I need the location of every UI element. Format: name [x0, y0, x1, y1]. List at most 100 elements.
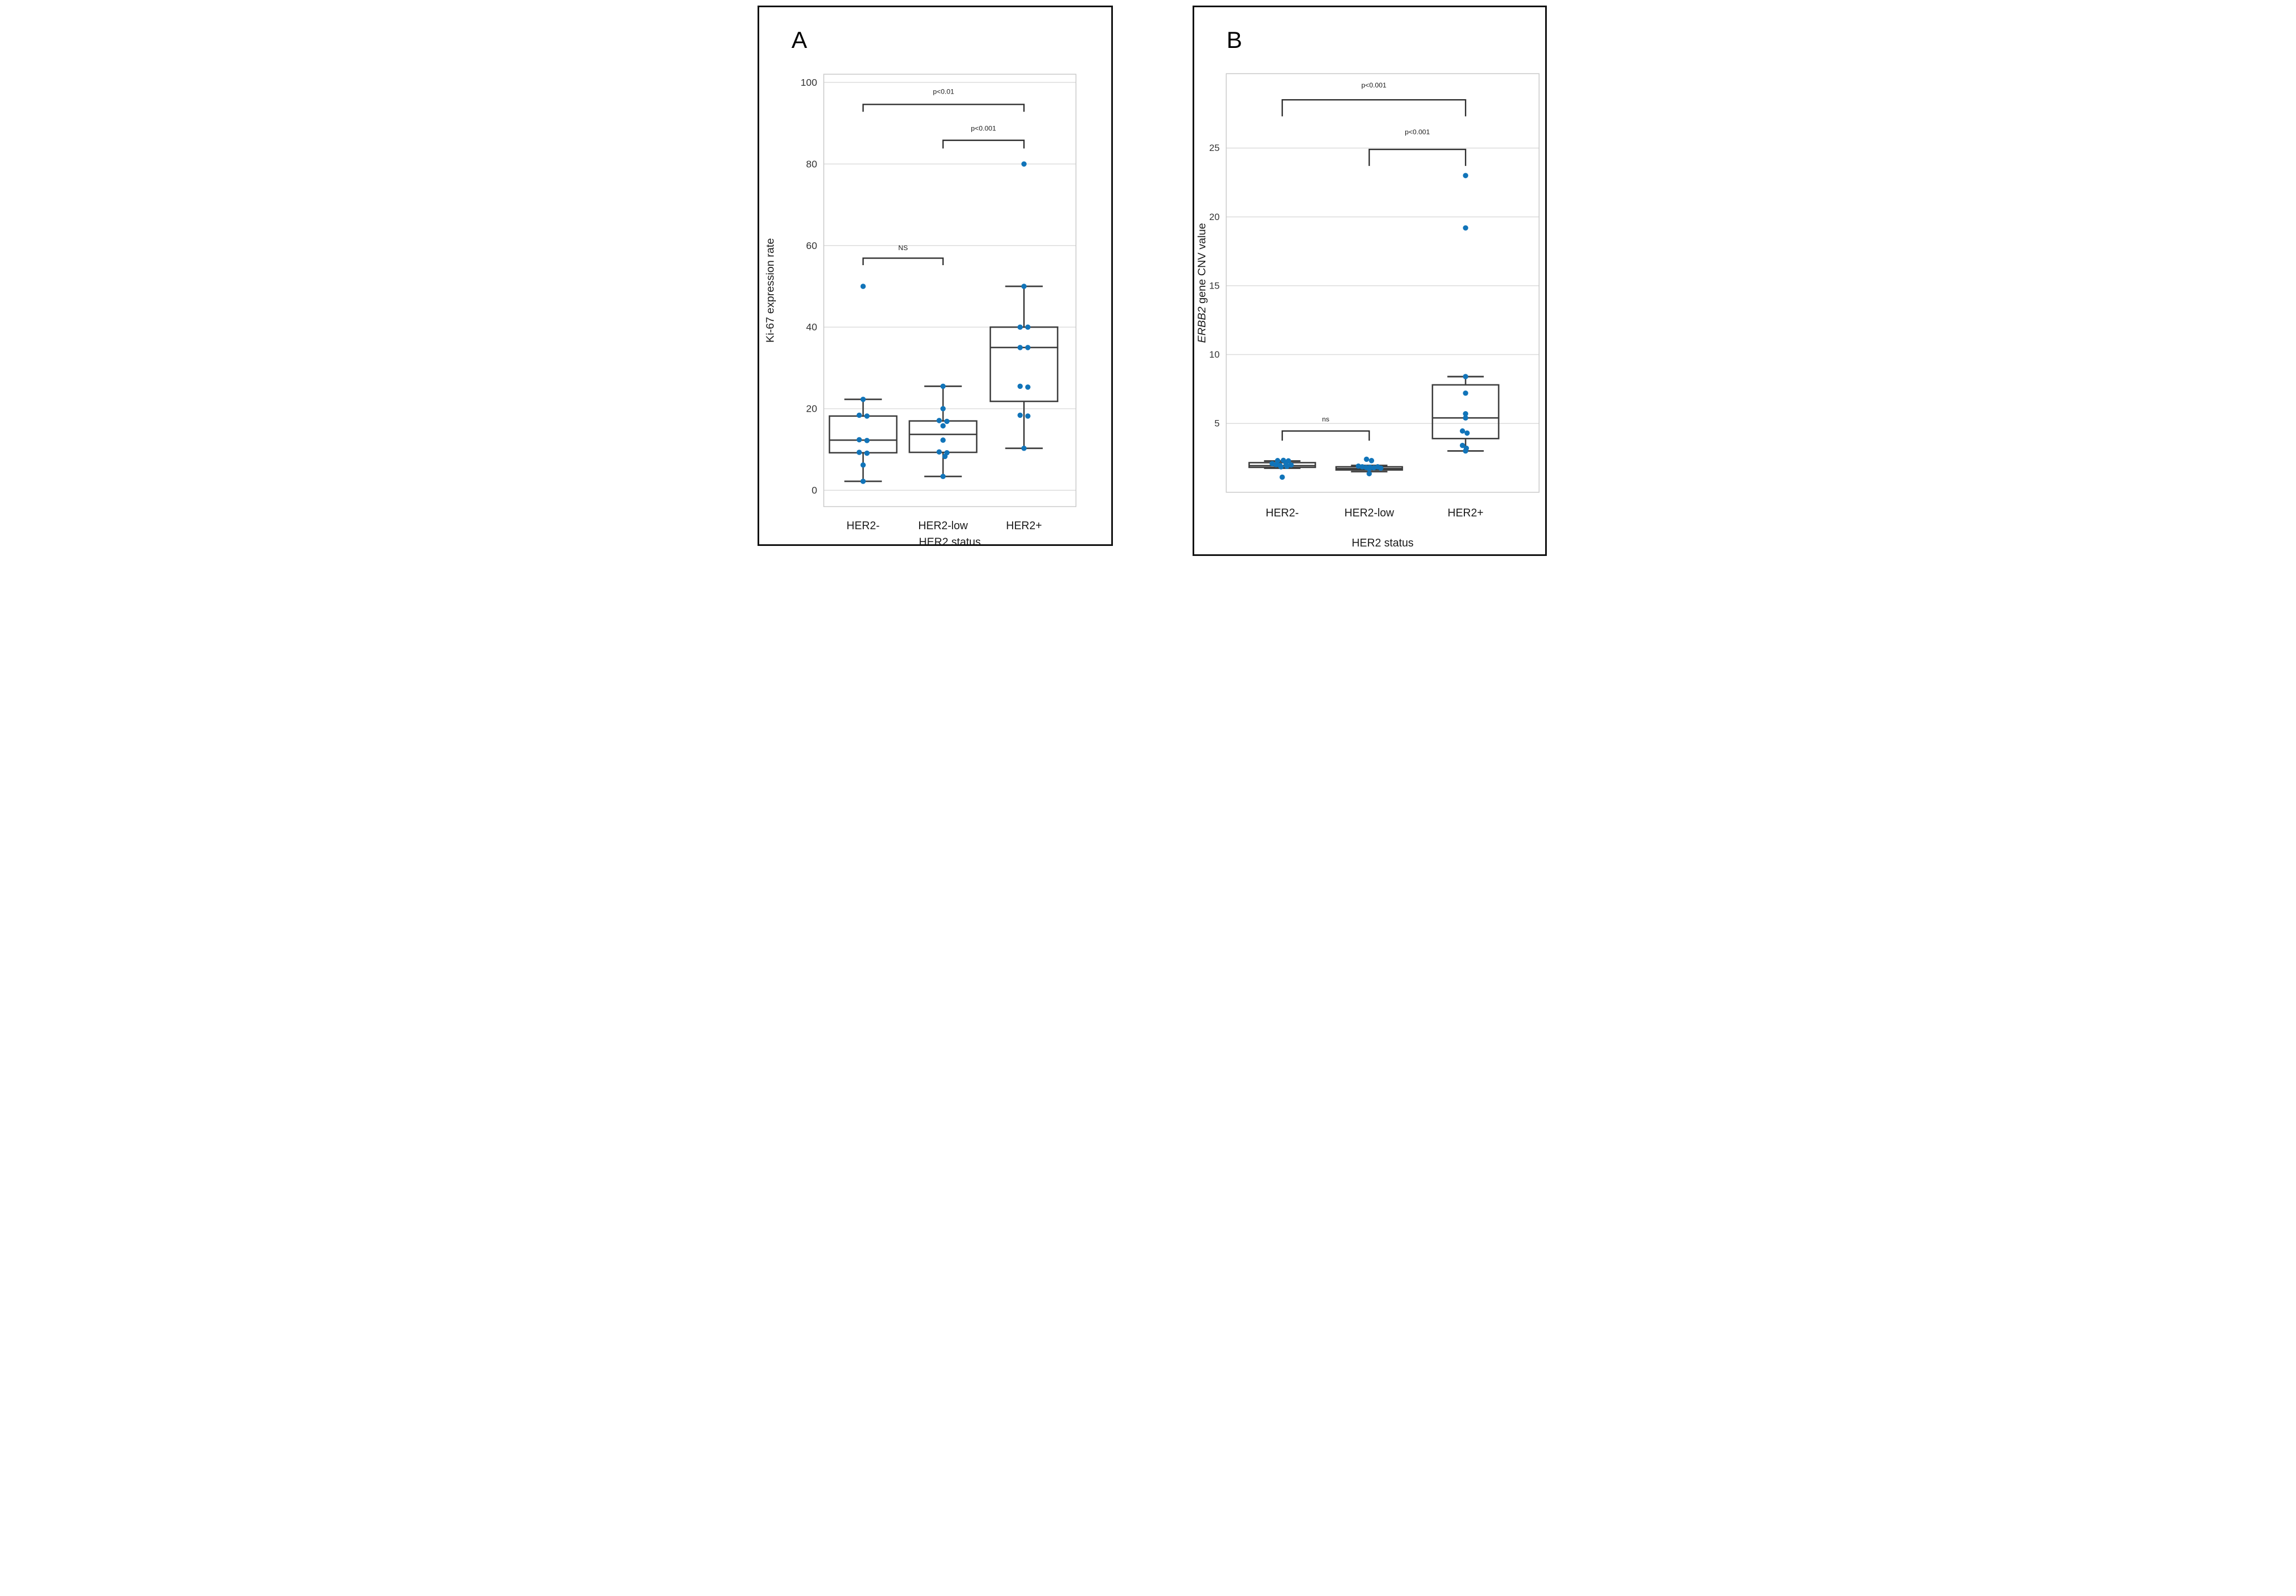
box: [1432, 384, 1499, 440]
data-point: [1464, 430, 1470, 436]
data-point: [1017, 345, 1023, 350]
data-point: [860, 462, 866, 468]
data-point: [860, 479, 866, 484]
y-axis-title: ERBB2 gene CNV value: [1196, 223, 1208, 343]
data-point: [1017, 324, 1023, 330]
data-point: [1025, 324, 1031, 330]
data-point: [860, 284, 866, 289]
panel-a-chart: 0 20 40 60 80 100 HER2- HER2-low HER2+ p<0.01 p<0.…: [764, 74, 1077, 544]
y-tick-label: 20: [1209, 212, 1220, 222]
group-HER2-low: [1335, 456, 1403, 477]
bracket-line: [1281, 430, 1370, 441]
data-point: [1025, 413, 1031, 419]
panel-b-letter: B: [1227, 27, 1243, 53]
data-point: [940, 437, 946, 443]
y-tick-label: 5: [1214, 418, 1219, 429]
data-point: [940, 383, 946, 389]
significance-bracket: p<0.01: [862, 87, 1025, 112]
data-point: [1459, 428, 1465, 434]
y-tick-label: 25: [1209, 143, 1220, 153]
bracket-line: [942, 139, 1025, 149]
data-point: [1366, 471, 1372, 477]
data-point: [1281, 457, 1286, 463]
significance-bracket: ns: [1281, 415, 1370, 441]
data-point: [1017, 412, 1023, 418]
significance-bracket: p<0.001: [1368, 128, 1467, 166]
figure: A 0 20 40 60 80 100 HER2- HER2-low HER2+ p<0.01 p<…: [747, 0, 1549, 560]
data-point: [940, 474, 946, 480]
data-point: [856, 437, 862, 443]
significance-bracket: NS: [862, 244, 944, 265]
data-point: [1369, 458, 1375, 463]
bracket-line: [1368, 149, 1467, 166]
data-point: [942, 453, 948, 460]
data-point: [864, 413, 870, 419]
group-HER2+: [1432, 173, 1499, 454]
data-point: [1025, 384, 1031, 390]
box: [989, 326, 1059, 402]
y-tick-label: 15: [1209, 280, 1220, 291]
data-point: [1017, 383, 1023, 389]
x-tick-label: HER2-: [847, 520, 880, 532]
data-point: [940, 406, 946, 412]
x-tick-label: HER2-low: [918, 520, 968, 532]
data-point: [1463, 415, 1468, 421]
group-HER2+: [989, 161, 1059, 451]
data-point: [1284, 463, 1290, 469]
data-point: [1288, 462, 1294, 468]
y-tick-label: 100: [800, 77, 817, 88]
group-HER2-: [1248, 457, 1316, 480]
bracket-label: ns: [1322, 415, 1330, 423]
data-point: [1364, 456, 1370, 462]
data-point: [940, 423, 946, 429]
data-point: [1021, 284, 1027, 289]
data-point: [1366, 466, 1372, 472]
box: [908, 420, 978, 453]
bracket-line: [862, 104, 1025, 112]
data-point: [1459, 442, 1465, 448]
group-HER2-low: [908, 383, 978, 480]
plot-area-border: [1225, 73, 1540, 493]
plot-area-border: [823, 74, 1077, 507]
data-point: [1463, 390, 1468, 396]
data-point: [1463, 448, 1468, 454]
y-tick-label: 80: [806, 158, 817, 169]
y-tick-label: 60: [806, 240, 817, 251]
data-point: [1025, 345, 1031, 350]
bracket-line: [1281, 99, 1467, 116]
bracket-label: NS: [898, 244, 908, 252]
data-point: [860, 397, 866, 402]
data-point: [856, 450, 862, 455]
data-point: [864, 450, 870, 456]
bracket-label: p<0.001: [971, 124, 996, 132]
x-tick-label: HER2-low: [1345, 507, 1395, 519]
box: [828, 415, 898, 454]
data-point: [936, 449, 942, 455]
bracket-label: p<0.01: [933, 87, 954, 95]
x-tick-label: HER2+: [1448, 507, 1483, 519]
data-point: [1021, 161, 1027, 167]
panel-b: B 5 10 15 20 25 HER2- HER2-low HER2+ p<0.001 p<0.…: [1193, 6, 1547, 556]
significance-bracket: p<0.001: [942, 124, 1025, 149]
data-point: [1279, 474, 1285, 480]
y-tick-label: 40: [806, 321, 817, 333]
data-point: [856, 412, 862, 418]
x-axis-title: HER2 status: [1352, 537, 1414, 549]
group-HER2-: [828, 284, 898, 484]
x-tick-label: HER2-: [1266, 507, 1298, 519]
x-tick-label: HER2+: [1006, 520, 1042, 532]
significance-bracket: p<0.001: [1281, 81, 1467, 116]
data-point: [1278, 464, 1284, 470]
y-tick-label: 10: [1209, 349, 1220, 360]
data-point: [1274, 458, 1281, 463]
data-point: [1378, 465, 1384, 471]
y-tick-label: 0: [812, 485, 817, 496]
panel-b-chart: 5 10 15 20 25 HER2- HER2-low HER2+ p<0.001 p<0.00…: [1196, 73, 1540, 549]
x-axis-title: HER2 status: [919, 536, 981, 544]
bracket-line: [862, 257, 944, 265]
data-point: [1463, 411, 1468, 417]
data-point: [1463, 225, 1468, 231]
y-tick-label: 20: [806, 403, 817, 414]
data-point: [936, 418, 942, 423]
data-point: [1463, 374, 1468, 379]
